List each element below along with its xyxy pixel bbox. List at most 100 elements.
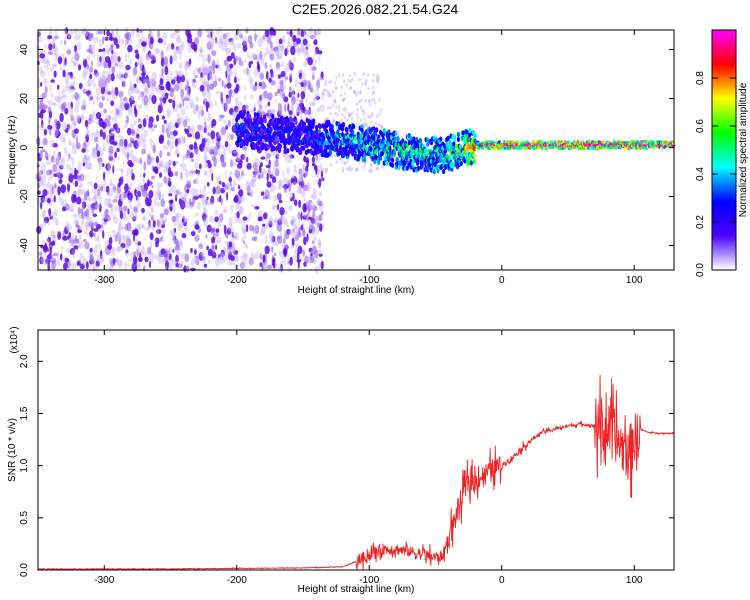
noise-speckle <box>251 250 253 257</box>
noise-speckle <box>244 94 247 102</box>
noise-speckle <box>292 35 297 42</box>
noise-speckle <box>117 191 121 201</box>
noise-speckle <box>224 206 227 213</box>
noise-speckle <box>99 186 104 192</box>
noise-speckle <box>245 104 249 109</box>
noise-speckle <box>84 67 90 75</box>
noise-speckle <box>299 109 304 116</box>
noise-speckle <box>195 235 201 242</box>
ridge-cell <box>271 114 275 120</box>
noise-speckle <box>80 251 83 261</box>
noise-speckle <box>66 124 71 130</box>
ridge-cell <box>339 145 343 151</box>
noise-speckle <box>226 82 232 89</box>
noise-speckle <box>119 138 124 147</box>
noise-speckle <box>47 51 53 55</box>
noise-speckle <box>164 65 169 76</box>
noise-speckle <box>239 261 245 269</box>
noise-speckle <box>360 98 363 103</box>
noise-speckle <box>108 129 112 135</box>
noise-speckle <box>243 242 247 250</box>
noise-speckle <box>166 108 172 117</box>
noise-speckle <box>276 203 280 211</box>
noise-speckle <box>131 172 135 181</box>
noise-speckle <box>243 152 248 161</box>
noise-speckle <box>195 146 199 156</box>
noise-speckle <box>206 224 212 233</box>
noise-speckle <box>211 236 216 244</box>
noise-speckle <box>186 180 192 189</box>
noise-speckle <box>127 159 133 167</box>
noise-speckle <box>200 251 206 256</box>
ridge-cell <box>336 129 340 135</box>
noise-speckle <box>38 66 43 72</box>
noise-speckle <box>51 155 54 163</box>
noise-speckle <box>51 240 56 246</box>
noise-speckle <box>52 163 57 173</box>
noise-speckle <box>46 56 49 65</box>
noise-speckle <box>276 53 282 57</box>
noise-speckle <box>318 253 323 257</box>
noise-speckle <box>172 108 178 113</box>
noise-speckle <box>263 90 269 99</box>
noise-speckle <box>215 228 220 233</box>
noise-speckle <box>38 151 43 160</box>
noise-speckle <box>60 95 66 100</box>
noise-speckle <box>105 46 110 53</box>
noise-speckle <box>356 107 359 112</box>
noise-speckle <box>235 158 241 163</box>
noise-speckle <box>72 249 75 260</box>
noise-speckle <box>72 234 75 242</box>
noise-speckle <box>137 190 142 198</box>
noise-speckle <box>193 249 197 255</box>
noise-speckle <box>240 224 247 233</box>
noise-speckle <box>270 184 276 193</box>
noise-speckle <box>126 237 132 247</box>
noise-speckle <box>164 92 169 97</box>
noise-speckle <box>225 48 231 56</box>
ridge-cell <box>472 158 476 164</box>
noise-speckle <box>198 243 203 250</box>
noise-speckle <box>206 41 212 51</box>
noise-speckle <box>184 168 189 178</box>
noise-speckle <box>60 39 63 46</box>
noise-speckle <box>268 159 271 167</box>
noise-speckle <box>227 74 231 83</box>
noise-speckle <box>145 85 150 95</box>
noise-speckle <box>172 248 175 253</box>
noise-speckle <box>191 158 194 163</box>
noise-speckle <box>290 228 295 235</box>
noise-speckle <box>365 122 368 127</box>
noise-speckle <box>296 187 302 195</box>
noise-speckle <box>85 154 89 162</box>
noise-speckle <box>375 167 378 171</box>
noise-speckle <box>86 78 92 87</box>
noise-speckle <box>285 155 288 163</box>
noise-speckle <box>60 200 64 206</box>
noise-speckle <box>150 59 156 64</box>
noise-speckle <box>283 185 288 194</box>
noise-speckle <box>178 61 183 70</box>
noise-speckle <box>125 64 131 71</box>
noise-speckle <box>203 158 207 165</box>
spectrogram-y-tick-label: -40 <box>19 238 30 253</box>
noise-speckle <box>365 78 368 83</box>
noise-speckle <box>172 130 178 137</box>
noise-speckle <box>67 33 71 39</box>
noise-speckle <box>246 162 252 170</box>
noise-speckle <box>61 156 66 163</box>
noise-speckle <box>201 200 206 206</box>
noise-speckle <box>175 69 179 75</box>
noise-speckle <box>166 43 172 51</box>
noise-speckle <box>315 93 319 99</box>
noise-speckle <box>200 195 203 204</box>
noise-speckle <box>128 142 133 148</box>
noise-speckle <box>307 32 310 40</box>
noise-speckle <box>266 34 272 44</box>
noise-speckle <box>271 246 274 253</box>
noise-speckle <box>308 27 314 35</box>
noise-speckle <box>169 229 175 236</box>
noise-speckle <box>275 46 279 51</box>
noise-speckle <box>267 92 273 101</box>
noise-speckle <box>181 135 186 145</box>
